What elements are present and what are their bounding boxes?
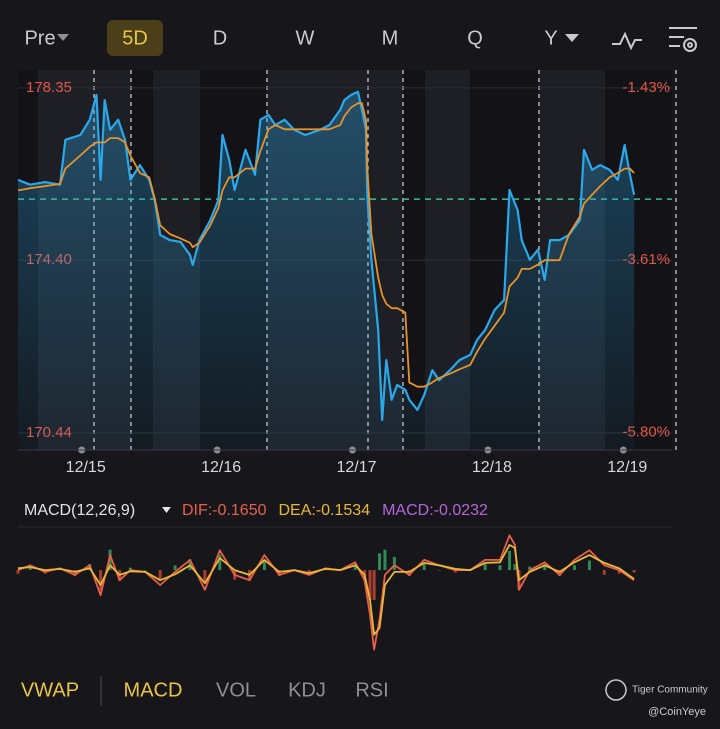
x-tick-label: 12/19: [607, 459, 647, 476]
dropdown-arrow: [57, 34, 69, 41]
macd-chart: [16, 534, 636, 651]
period-tab[interactable]: M: [382, 27, 399, 49]
period-tab[interactable]: Q: [467, 27, 483, 49]
histogram-bar: [173, 565, 177, 571]
period-tab[interactable]: W: [296, 27, 315, 49]
histogram-bar: [543, 564, 547, 571]
histogram-bar: [28, 566, 32, 571]
histogram-bar: [277, 570, 281, 577]
series-line: [17, 90, 636, 421]
histogram-bar: [203, 570, 207, 584]
series-line: [17, 544, 635, 636]
indicator-tab[interactable]: RSI: [355, 679, 388, 701]
histogram-bar: [353, 564, 357, 571]
histogram-bar: [528, 566, 532, 571]
x-tick-label: 12/16: [201, 459, 241, 476]
watermark-handle: @CoinYeye: [648, 706, 706, 718]
series-line: [17, 102, 635, 388]
series-label: DEA:-0.1534: [278, 502, 370, 519]
histogram-bar: [372, 570, 376, 600]
histogram-bar: [453, 570, 457, 573]
period-tab[interactable]: 5D: [122, 27, 148, 49]
tab-highlight: [107, 20, 163, 56]
histogram-bar: [483, 564, 487, 571]
x-tick-label: 12/17: [336, 459, 376, 476]
series-line: [17, 534, 635, 651]
histogram-bar: [16, 570, 20, 574]
y2-tick-label: -5.80%: [622, 424, 670, 441]
histogram-bar: [218, 554, 222, 571]
histogram-bar: [108, 549, 112, 571]
watermark-brand: Tiger Community: [632, 685, 708, 696]
series-label: DIF:-0.1650: [182, 502, 267, 519]
chart-type-icon[interactable]: [612, 31, 642, 51]
histogram-bar: [368, 570, 372, 600]
settings-icon[interactable]: [669, 27, 697, 52]
indicator-tab[interactable]: VOL: [216, 679, 256, 701]
histogram-bar: [602, 570, 606, 575]
histogram-bar: [508, 550, 512, 571]
histogram-bar: [143, 570, 147, 571]
indicator-tab[interactable]: MACD: [124, 679, 183, 701]
histogram-bar: [378, 553, 382, 571]
histogram-bar: [587, 560, 591, 571]
indicator-tab[interactable]: KDJ: [288, 679, 326, 701]
histogram-bar: [558, 570, 562, 577]
period-tab[interactable]: Pre: [24, 27, 55, 49]
histogram-bar: [99, 570, 103, 591]
histogram-bar: [128, 567, 132, 571]
dropdown-arrow: [162, 507, 171, 513]
watermark-logo: [605, 679, 627, 701]
macd-legend: DIF:-0.1650 DEA:-0.1534 MACD:-0.0232: [182, 502, 488, 519]
period-tab[interactable]: D: [213, 27, 227, 49]
histogram-bar: [573, 565, 577, 571]
macd-title[interactable]: MACD(12,26,9): [24, 502, 135, 519]
histogram-bar: [262, 560, 266, 571]
histogram-bar: [422, 564, 426, 571]
histogram-bar: [632, 570, 636, 573]
x-tick-label: 12/18: [472, 459, 512, 476]
histogram-bar: [407, 570, 411, 577]
histogram-bar: [437, 570, 441, 571]
y2-tick-label: -3.61%: [622, 251, 670, 268]
histogram-bar: [158, 570, 162, 580]
dropdown-arrow: [565, 34, 579, 42]
series-label: MACD:-0.0232: [382, 502, 488, 519]
indicator-tab[interactable]: VWAP: [21, 679, 79, 701]
histogram-bar: [513, 564, 517, 571]
histogram-bar: [307, 570, 311, 574]
histogram-bar: [392, 556, 396, 571]
histogram-bar: [498, 565, 502, 571]
period-tab[interactable]: Y: [544, 27, 557, 49]
x-tick-label: 12/15: [66, 459, 106, 476]
y2-tick-label: -1.43%: [622, 79, 670, 96]
histogram-bar: [383, 549, 387, 571]
histogram-bar: [617, 570, 621, 574]
price-area: [18, 91, 635, 451]
price-chart: 178.35174.40170.44-1.43%-3.61%-5.80%12/1…: [17, 79, 672, 476]
y-tick-label: 178.35: [26, 79, 72, 96]
histogram-bar: [73, 570, 77, 577]
